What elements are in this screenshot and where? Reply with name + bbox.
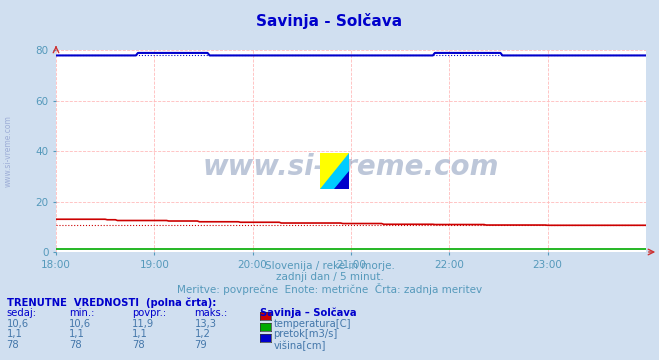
Text: 11,9: 11,9	[132, 319, 154, 329]
Text: temperatura[C]: temperatura[C]	[273, 319, 351, 329]
Text: TRENUTNE  VREDNOSTI  (polna črta):: TRENUTNE VREDNOSTI (polna črta):	[7, 297, 216, 307]
Text: www.si-vreme.com: www.si-vreme.com	[3, 115, 13, 187]
Text: 13,3: 13,3	[194, 319, 216, 329]
Text: 1,1: 1,1	[69, 329, 85, 339]
Text: 10,6: 10,6	[7, 319, 29, 329]
Text: Slovenija / reke in morje.: Slovenija / reke in morje.	[264, 261, 395, 271]
Text: Meritve: povprečne  Enote: metrične  Črta: zadnja meritev: Meritve: povprečne Enote: metrične Črta:…	[177, 283, 482, 294]
Polygon shape	[320, 153, 349, 189]
Text: 1,2: 1,2	[194, 329, 210, 339]
Text: Savinja - Solčava: Savinja - Solčava	[256, 13, 403, 28]
Text: 78: 78	[7, 340, 19, 350]
Text: 1,1: 1,1	[7, 329, 22, 339]
Text: 79: 79	[194, 340, 207, 350]
Polygon shape	[320, 153, 349, 189]
Text: povpr.:: povpr.:	[132, 308, 166, 318]
Text: 78: 78	[132, 340, 144, 350]
Text: min.:: min.:	[69, 308, 95, 318]
Text: 1,1: 1,1	[132, 329, 148, 339]
Text: Savinja – Solčava: Savinja – Solčava	[260, 308, 357, 318]
Text: 78: 78	[69, 340, 82, 350]
Text: 10,6: 10,6	[69, 319, 92, 329]
Text: maks.:: maks.:	[194, 308, 227, 318]
Polygon shape	[335, 171, 349, 189]
Text: sedaj:: sedaj:	[7, 308, 37, 318]
Text: pretok[m3/s]: pretok[m3/s]	[273, 329, 337, 339]
Text: višina[cm]: višina[cm]	[273, 340, 326, 351]
Text: zadnji dan / 5 minut.: zadnji dan / 5 minut.	[275, 272, 384, 282]
Text: www.si-vreme.com: www.si-vreme.com	[203, 153, 499, 181]
